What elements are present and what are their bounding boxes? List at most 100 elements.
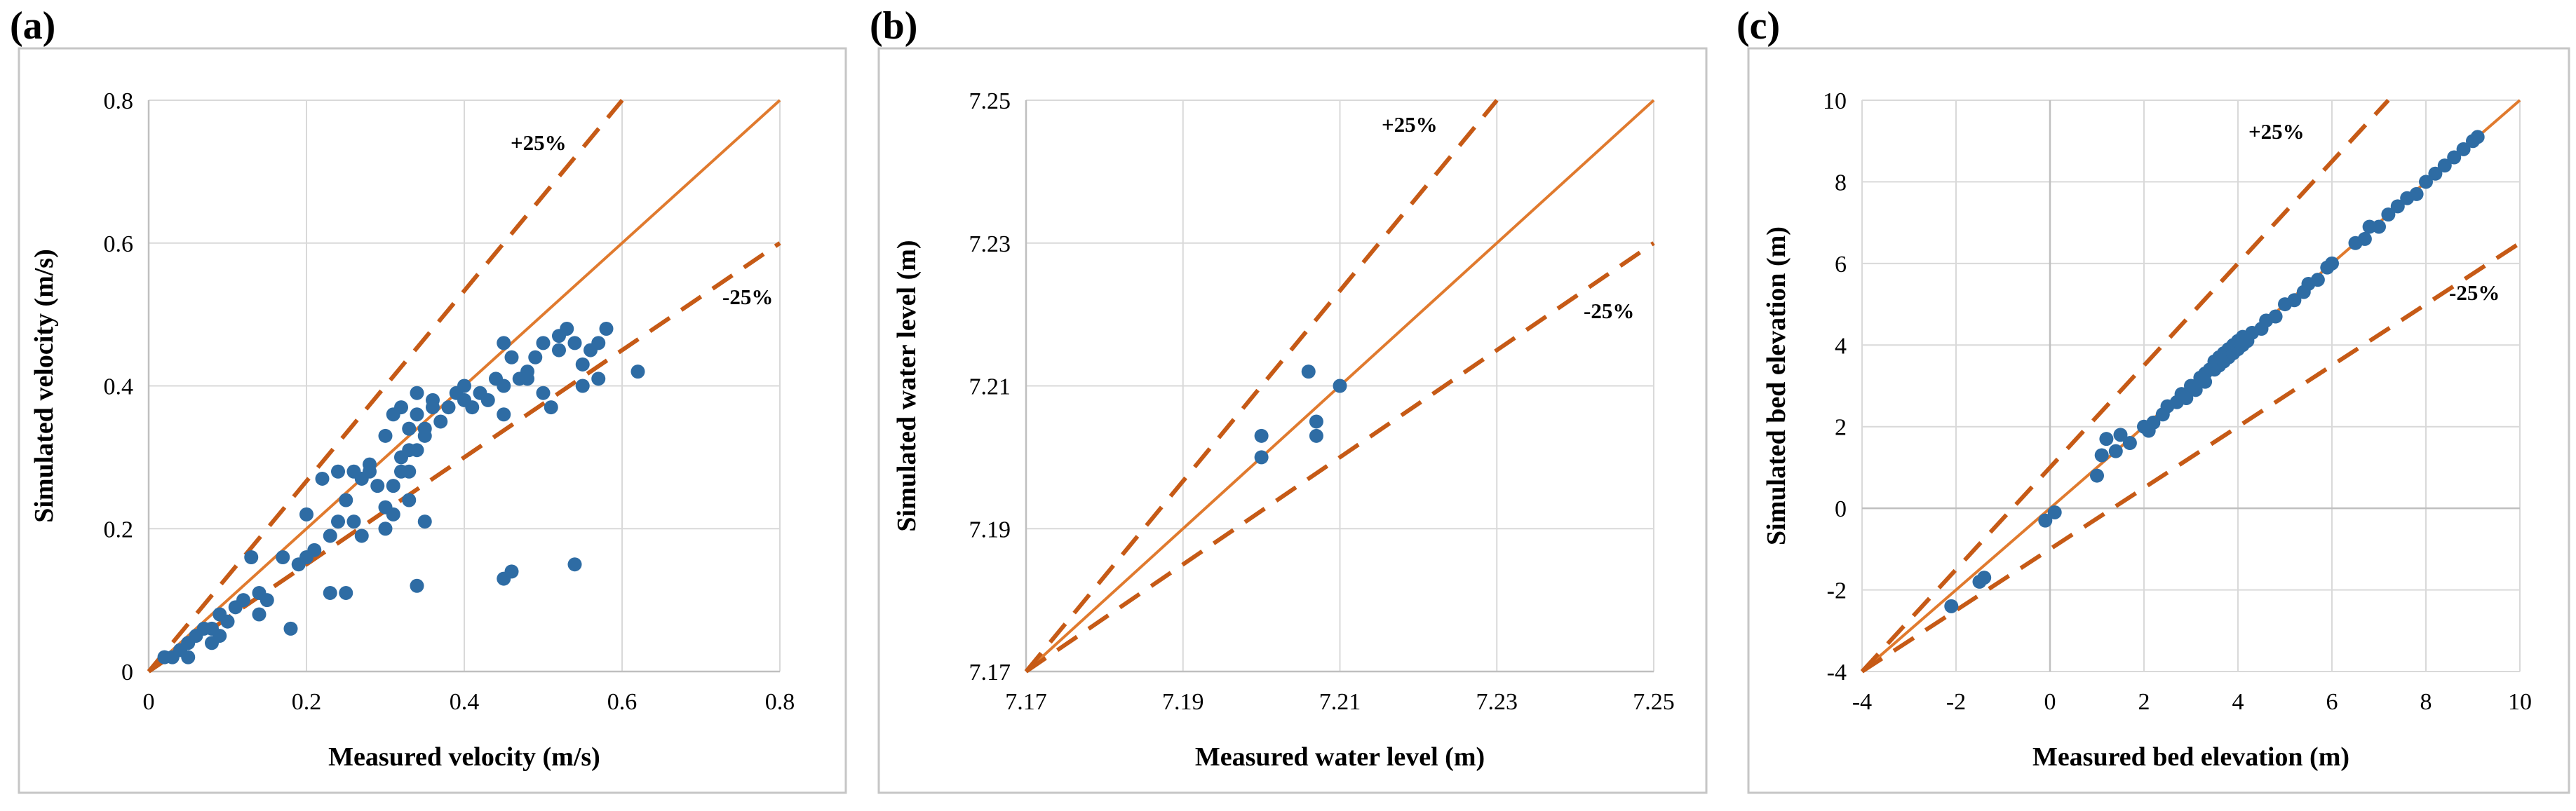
p2-x-tick-label: 10 (2508, 689, 2532, 715)
p0-minus25-line (147, 241, 781, 674)
panel-b-letter: (b) (870, 4, 917, 48)
p2-data-point (2099, 432, 2114, 447)
p0-data-point (307, 543, 322, 557)
p2-plus25-line (1860, 98, 2390, 674)
p0-data-point (528, 350, 543, 364)
chart-c: -4 -2 0 2 4 6 8 10 -4 -2 0 2 4 6 8 10 +25% -25% Measured b… (1762, 88, 2532, 772)
p0-minus25-label: -25% (722, 285, 773, 309)
p2-data-point (1977, 571, 1992, 585)
p0-data-point (410, 407, 424, 422)
p2-data-point (2390, 199, 2405, 214)
p1-plus25-line (1024, 99, 1499, 673)
p2-x-axis-title: Measured bed elevation (m) (2032, 742, 2349, 772)
p2-data-point (2108, 444, 2123, 458)
p0-data-point (402, 493, 417, 507)
p0-data-point (346, 514, 361, 529)
p0-data-point (410, 443, 424, 458)
p2-data-point (2470, 130, 2485, 144)
p0-data-point (426, 393, 440, 407)
p0-data-point (402, 421, 417, 436)
p1-y-tick-label: 7.23 (969, 231, 1011, 257)
p0-data-point (386, 507, 400, 522)
p0-data-point (331, 464, 345, 479)
p1-y-axis-title: Simulated water level (m) (892, 240, 922, 531)
p0-data-point (520, 372, 534, 386)
p2-x-tick-label: 4 (2232, 689, 2244, 715)
p0-data-point (394, 400, 408, 415)
p1-minus25-label: -25% (1584, 299, 1634, 323)
p2-plus25-label: +25% (2248, 119, 2305, 144)
p0-data-point (552, 343, 566, 357)
p2-data-point (2447, 150, 2462, 165)
p1-data-point (1309, 414, 1323, 429)
p0-data-point (283, 621, 298, 636)
p2-data-point (2113, 428, 2128, 442)
p2-data-point (2090, 468, 2104, 483)
p2-x-tick-label: 2 (2138, 689, 2150, 715)
p0-data-point (433, 414, 448, 429)
p0-data-point (315, 471, 330, 486)
p0-x-tick-label: 0.4 (450, 689, 480, 715)
p2-data-point (2179, 390, 2194, 405)
p0-data-point (354, 529, 369, 543)
panel-c: (c) -4 -2 0 2 4 6 8 10 -4 -2 0 2 4 6 8 10 +25% -25% Measur… (1737, 4, 2570, 794)
p1-y-tick-label: 7.19 (969, 517, 1011, 543)
p0-plus25-line (147, 99, 624, 673)
panel-a-frame (18, 47, 847, 794)
p0-data-point (370, 479, 385, 493)
p0-y-tick-label: 0.6 (104, 231, 134, 257)
p2-data-point (2047, 505, 2062, 519)
panel-b-frame (877, 47, 1708, 794)
p0-data-point (181, 650, 196, 665)
p2-data-point (2188, 383, 2203, 397)
panel-b: (b) 7.17 7.19 7.21 7.23 7.25 7.17 7.19 7.21 7.23… (870, 4, 1708, 794)
p0-x-tick-label: 0.8 (765, 689, 795, 715)
p2-x-tick-label: 0 (2044, 689, 2056, 715)
p1-data-point (1254, 428, 1269, 443)
p1-data-point (1333, 379, 1347, 393)
p0-data-point (591, 336, 606, 350)
panel-a: (a) 0 0.2 0.4 0.6 0.8 0 0.2 0.4 0.6 0.8 +25% -25% Me… (10, 4, 847, 794)
p0-data-point (299, 507, 313, 522)
p0-data-point (567, 336, 582, 350)
p2-data-point (2381, 207, 2396, 222)
p0-data-point (504, 350, 519, 364)
p2-data-point (2094, 448, 2109, 463)
p0-data-point (259, 593, 274, 608)
panel-c-frame (1747, 47, 2570, 794)
p0-data-point (497, 336, 511, 350)
p1-data-point (1254, 450, 1269, 465)
p0-data-point (457, 393, 471, 407)
p0-data-point (480, 393, 495, 407)
p2-data-point (2310, 273, 2325, 287)
p0-data-point (630, 364, 645, 379)
p0-data-point (339, 585, 353, 600)
p0-y-tick-label: 0.4 (104, 374, 134, 400)
p0-y-tick-label: 0 (121, 660, 133, 686)
p0-data-point (236, 593, 250, 608)
p1-plus25-label: +25% (1382, 112, 1438, 137)
p1-y-tick-label: 7.21 (969, 374, 1011, 400)
p1-x-axis-title: Measured water level (m) (1195, 742, 1485, 772)
p1-data-point (1301, 364, 1316, 379)
p2-y-tick-label: -4 (1827, 660, 1847, 686)
p0-data-point (213, 629, 227, 643)
p0-data-point (252, 607, 267, 622)
p1-y-tick-label: 7.25 (969, 88, 1011, 114)
p0-data-point (417, 428, 432, 443)
p2-data-point (2409, 186, 2424, 201)
p1-minus25-line (1025, 241, 1655, 674)
p2-x-tick-label: -4 (1852, 689, 1872, 715)
p1-y-tick-label: 7.17 (969, 660, 1011, 686)
p0-data-point (536, 386, 551, 400)
p2-y-axis-title: Simulated bed elevation (m) (1762, 226, 1791, 545)
p0-y-axis-title: Simulated velocity (m/s) (29, 249, 59, 523)
p2-x-tick-label: 8 (2420, 689, 2432, 715)
p1-x-tick-label: 7.17 (1005, 689, 1047, 715)
p0-data-point (378, 428, 393, 443)
p0-data-point (504, 564, 519, 579)
p0-y-tick-label: 0.2 (104, 517, 134, 543)
p2-data-point (1944, 599, 1959, 613)
p2-y-tick-label: 4 (1835, 333, 1847, 359)
